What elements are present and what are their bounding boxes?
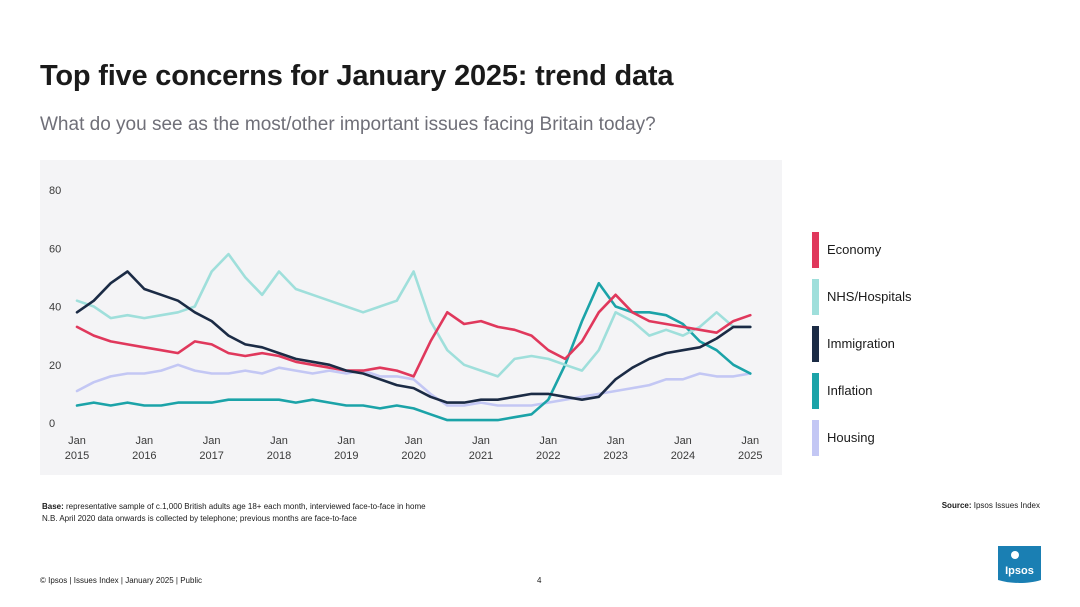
legend-label-nhs-hospitals: NHS/Hospitals [827,289,912,304]
x-tick-label: 2021 [469,450,493,462]
legend-label-immigration: Immigration [827,336,895,351]
chart-panel: 0 20 40 60 80 Jan 2015 Jan 2016 Jan 2017 Jan 2018 Jan… [40,160,782,475]
legend-item-immigration: Immigration [812,326,1032,362]
base-label: Base: [42,502,64,511]
y-tick-label: 0 [49,418,55,430]
series-line-economy [75,293,752,378]
x-tick-label: 2016 [132,450,156,462]
x-tick-label: Jan [405,435,423,447]
footer-copyright: © Ipsos | Issues Index | January 2025 | … [40,576,202,585]
ipsos-logo: Ipsos [998,546,1041,583]
x-tick-label: Jan [607,435,625,447]
legend-label-economy: Economy [827,242,882,257]
x-tick-label: Jan [539,435,557,447]
x-tick-label: 2022 [536,450,560,462]
legend-swatch-economy [812,232,819,268]
x-tick-label: 2024 [671,450,695,462]
y-tick-label: 20 [49,360,61,372]
legend-item-inflation: Inflation [812,373,1032,409]
x-tick-label: 2020 [401,450,425,462]
x-tick-label: 2023 [603,450,627,462]
page-title: Top five concerns for January 2025: tren… [40,60,674,92]
legend-label-housing: Housing [827,430,875,445]
line-chart: 0 20 40 60 80 Jan 2015 Jan 2016 Jan 2017 Jan 2018 Jan… [49,185,763,462]
base-note: Base: representative sample of c.1,000 B… [42,501,426,525]
x-tick-label: 2017 [199,450,223,462]
legend-swatch-housing [812,420,819,456]
series-line-inflation [75,281,752,422]
x-tick-label: Jan [337,435,355,447]
x-tick-label: Jan [68,435,86,447]
legend-swatch-inflation [812,373,819,409]
nb-note: N.B. April 2020 data onwards is collecte… [42,514,357,523]
source-text: Ipsos Issues Index [971,501,1040,510]
logo-dot [1011,551,1019,559]
legend-item-housing: Housing [812,420,1032,456]
legend-swatch-immigration [812,326,819,362]
legend-item-economy: Economy [812,232,1032,268]
x-tick-label: 2018 [267,450,291,462]
page-number: 4 [537,576,542,585]
page-subtitle: What do you see as the most/other import… [40,114,656,135]
x-tick-label: Jan [741,435,759,447]
x-tick-label: Jan [135,435,153,447]
logo-text: Ipsos [1005,565,1034,577]
x-tick-label: 2015 [65,450,89,462]
series-line-housing [75,363,752,407]
legend-item-nhs-hospitals: NHS/Hospitals [812,279,1032,315]
x-tick-label: Jan [270,435,288,447]
source-label: Source: [941,501,972,510]
x-tick-label: Jan [203,435,221,447]
y-tick-label: 60 [49,243,61,255]
x-tick-label: 2019 [334,450,358,462]
legend-label-inflation: Inflation [827,383,873,398]
x-tick-label: Jan [472,435,490,447]
base-text: representative sample of c.1,000 British… [63,502,426,511]
series-line-immigration [75,270,752,404]
source-note: Source: Ipsos Issues Index [942,501,1040,510]
y-tick-label: 40 [49,302,61,314]
x-tick-label: 2025 [738,450,762,462]
y-tick-label: 80 [49,185,61,197]
logo-shape [998,546,1041,583]
x-tick-label: Jan [674,435,692,447]
legend-swatch-nhs-hospitals [812,279,819,315]
